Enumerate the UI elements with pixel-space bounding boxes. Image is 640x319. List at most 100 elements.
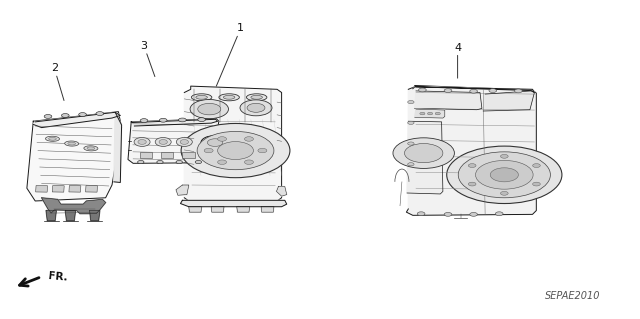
Text: FR.: FR. xyxy=(48,271,68,282)
Circle shape xyxy=(258,148,267,153)
Circle shape xyxy=(470,212,477,216)
Polygon shape xyxy=(184,86,282,201)
Polygon shape xyxy=(46,211,56,221)
Polygon shape xyxy=(90,211,100,221)
Polygon shape xyxy=(407,121,443,194)
Circle shape xyxy=(419,88,426,92)
Circle shape xyxy=(489,89,497,93)
Polygon shape xyxy=(65,211,76,221)
Ellipse shape xyxy=(251,95,262,99)
Circle shape xyxy=(417,212,425,216)
Ellipse shape xyxy=(49,137,56,140)
Circle shape xyxy=(157,160,163,164)
Circle shape xyxy=(393,138,454,168)
Circle shape xyxy=(247,103,265,112)
Polygon shape xyxy=(33,112,120,128)
Ellipse shape xyxy=(68,142,76,145)
Circle shape xyxy=(244,137,253,141)
Circle shape xyxy=(44,115,52,118)
Bar xyxy=(140,152,152,158)
Text: 2: 2 xyxy=(51,63,64,100)
Circle shape xyxy=(444,212,452,216)
Circle shape xyxy=(201,136,229,150)
Circle shape xyxy=(404,144,443,163)
Circle shape xyxy=(159,118,167,122)
Ellipse shape xyxy=(84,146,98,151)
Ellipse shape xyxy=(159,140,168,144)
Text: 1: 1 xyxy=(216,24,244,86)
Ellipse shape xyxy=(134,137,150,146)
Circle shape xyxy=(138,160,144,164)
Circle shape xyxy=(96,112,104,115)
Polygon shape xyxy=(128,119,219,163)
Circle shape xyxy=(195,160,202,164)
Circle shape xyxy=(176,160,182,164)
Circle shape xyxy=(420,112,425,115)
Text: 4: 4 xyxy=(454,43,461,78)
Polygon shape xyxy=(415,109,445,118)
Circle shape xyxy=(198,118,205,122)
Bar xyxy=(69,186,81,192)
Polygon shape xyxy=(413,87,534,93)
Circle shape xyxy=(476,160,533,189)
Circle shape xyxy=(218,137,227,141)
Ellipse shape xyxy=(223,95,235,99)
Circle shape xyxy=(500,154,508,158)
Circle shape xyxy=(179,118,186,122)
Polygon shape xyxy=(27,112,122,201)
Circle shape xyxy=(428,112,433,115)
Polygon shape xyxy=(483,91,534,111)
Ellipse shape xyxy=(65,141,79,146)
Circle shape xyxy=(79,113,86,116)
Circle shape xyxy=(61,114,69,117)
Circle shape xyxy=(204,148,213,153)
Circle shape xyxy=(500,191,508,195)
Polygon shape xyxy=(42,198,106,214)
Bar xyxy=(36,186,47,192)
Ellipse shape xyxy=(246,94,267,101)
Circle shape xyxy=(218,142,253,160)
Text: 3: 3 xyxy=(141,41,155,77)
Circle shape xyxy=(181,123,290,178)
Polygon shape xyxy=(114,112,122,182)
Circle shape xyxy=(207,139,223,146)
Circle shape xyxy=(408,121,414,124)
Polygon shape xyxy=(276,187,287,196)
Circle shape xyxy=(198,103,221,115)
Polygon shape xyxy=(237,207,250,212)
Circle shape xyxy=(190,100,228,119)
Bar xyxy=(52,186,64,192)
Circle shape xyxy=(468,164,476,167)
Circle shape xyxy=(495,212,503,216)
Polygon shape xyxy=(415,91,482,110)
Circle shape xyxy=(470,89,477,93)
Polygon shape xyxy=(189,207,202,212)
Circle shape xyxy=(240,100,272,116)
Polygon shape xyxy=(176,185,189,195)
Circle shape xyxy=(444,89,452,93)
Circle shape xyxy=(140,119,148,122)
Circle shape xyxy=(468,182,476,186)
Circle shape xyxy=(408,142,414,145)
Ellipse shape xyxy=(138,140,147,144)
Circle shape xyxy=(218,160,227,164)
Circle shape xyxy=(515,89,522,93)
Circle shape xyxy=(435,112,440,115)
Circle shape xyxy=(408,163,414,166)
Circle shape xyxy=(408,100,414,104)
Bar xyxy=(86,186,97,192)
Polygon shape xyxy=(132,119,218,126)
Polygon shape xyxy=(180,200,287,207)
Circle shape xyxy=(490,168,518,182)
Circle shape xyxy=(244,160,253,164)
Ellipse shape xyxy=(87,147,95,150)
Ellipse shape xyxy=(45,136,60,141)
Circle shape xyxy=(532,164,540,167)
Ellipse shape xyxy=(180,140,189,144)
Ellipse shape xyxy=(191,94,212,101)
Circle shape xyxy=(458,152,550,198)
Circle shape xyxy=(532,182,540,186)
Circle shape xyxy=(447,146,562,204)
Ellipse shape xyxy=(155,137,172,146)
Ellipse shape xyxy=(176,137,193,146)
